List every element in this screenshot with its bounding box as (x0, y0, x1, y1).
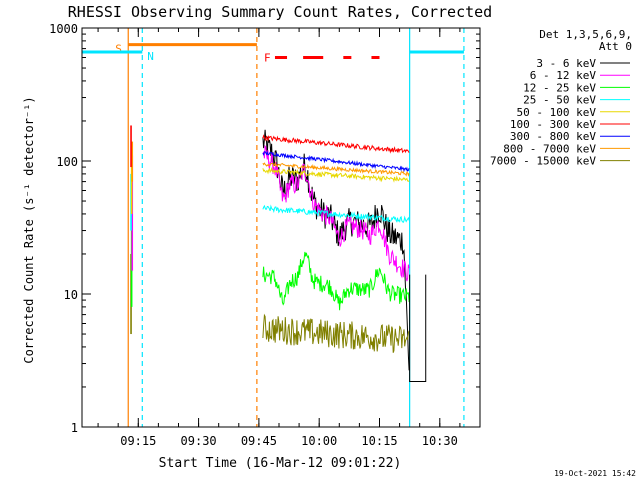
legend-label-9: 7000 - 15000 keV (490, 155, 596, 168)
series-line-8 (262, 161, 410, 177)
series-line-6 (262, 134, 410, 154)
axes: 1 10 100 1000 09:15 09:30 09:45 10:00 10:15 10:30 (49, 22, 481, 448)
x-tick-label-5: 10:30 (422, 434, 458, 448)
legend-label-1: 3 - 6 keV (536, 57, 596, 70)
legend-label-5: 50 - 100 keV (517, 106, 597, 119)
legend-label-3: 12 - 25 keV (523, 81, 596, 94)
legend-label-4: 25 - 50 keV (523, 94, 596, 107)
y-tick-label-0: 1 (71, 421, 78, 435)
plot-area: SN F (82, 28, 465, 427)
flag-label-N: N (147, 50, 154, 63)
y-tick-label-3: 1000 (49, 22, 78, 36)
legend-label-8: 800 - 7000 keV (503, 142, 596, 155)
flag-label-F: F (264, 52, 271, 65)
x-axis-label: Start Time (16-Mar-12 09:01:22) (159, 456, 402, 471)
chart-title: RHESSI Observing Summary Count Rates, Co… (68, 3, 492, 21)
x-tick-label-0: 09:15 (120, 434, 156, 448)
footer-timestamp: 19-Oct-2021 15:42 (554, 469, 636, 478)
x-tick-label-1: 09:30 (181, 434, 217, 448)
y-tick-label-1: 10 (64, 288, 78, 302)
series-line-3 (262, 251, 410, 311)
series-line-9 (262, 313, 410, 353)
legend-header: Det 1,3,5,6,9, (539, 28, 632, 41)
series-line-5 (262, 167, 410, 183)
series-line-2 (262, 144, 410, 282)
black-trace-step (409, 274, 427, 382)
legend-label-7: 300 - 800 keV (510, 130, 596, 143)
y-tick-label-2: 100 (56, 155, 78, 169)
x-tick-label-4: 10:15 (361, 434, 397, 448)
legend-label-2: 6 - 12 keV (530, 69, 597, 82)
legend-subheader: Att 0 (599, 40, 632, 53)
x-tick-label-3: 10:00 (301, 434, 337, 448)
plot-frame (81, 27, 481, 428)
series-line-7 (262, 150, 410, 173)
x-tick-label-2: 09:45 (241, 434, 277, 448)
legend-label-6: 100 - 300 keV (510, 118, 596, 131)
flag-label-S: S (115, 43, 122, 56)
y-axis-label: Corrected Count Rate (s⁻¹ detector⁻¹) (22, 96, 36, 363)
series-line-4 (262, 204, 410, 224)
